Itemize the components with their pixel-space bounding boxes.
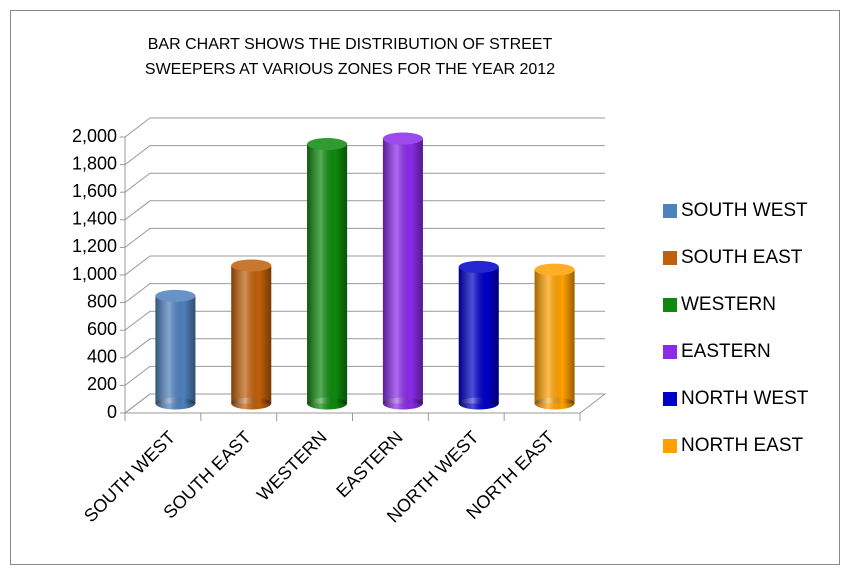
y-tick-label: 1,200 (72, 236, 117, 256)
y-tick-label: 1,800 (72, 153, 117, 173)
cylinder-top (458, 260, 499, 273)
cylinder-shade (155, 295, 196, 404)
legend-swatch (663, 251, 677, 265)
grid-line (124, 283, 605, 303)
y-tick-label: 1,400 (72, 209, 117, 229)
legend-label: NORTH WEST (681, 388, 809, 409)
cylinder-top (382, 132, 423, 145)
y-tick-label: 2,000 (72, 126, 117, 146)
grid-line (124, 393, 605, 414)
cylinder-shade (534, 269, 575, 404)
legend-label: NORTH EAST (681, 435, 804, 456)
grid-line (124, 117, 605, 138)
grid-line (124, 200, 605, 221)
cylinder (458, 260, 499, 410)
grid-line (124, 145, 605, 165)
cylinder-shade (458, 266, 499, 404)
cylinder-top (534, 263, 575, 276)
chart-border (10, 10, 840, 565)
y-tick-label: 600 (87, 319, 117, 339)
cylinder (231, 259, 272, 410)
cylinder-top (307, 138, 348, 151)
chart-title: BAR CHART SHOWS THE DISTRIBUTION OF STRE… (148, 36, 553, 53)
cylinder-top-shade (155, 289, 196, 302)
legend-label: WESTERN (681, 294, 776, 315)
y-tick-label: 400 (87, 347, 117, 367)
y-tick-label: 1,600 (72, 181, 117, 201)
legend-swatch (663, 345, 677, 359)
legend-swatch (663, 204, 677, 218)
cylinder-top (155, 289, 196, 302)
y-tick-label: 800 (87, 291, 117, 311)
legend-label: SOUTH EAST (681, 247, 803, 268)
legend-label: EASTERN (681, 341, 771, 362)
legend-swatch (663, 392, 677, 406)
grid-line (124, 227, 605, 248)
cylinder-top-shade (534, 263, 575, 276)
cylinder-top (231, 259, 272, 272)
grid-line (124, 310, 605, 331)
grid-line (124, 172, 605, 193)
y-tick-label: 0 (107, 402, 117, 422)
cylinder-shade (382, 138, 423, 404)
grid-line (124, 365, 605, 386)
grid-line (124, 255, 605, 276)
cylinder (534, 263, 575, 410)
y-tick-label: 1,000 (72, 264, 117, 284)
legend-label: SOUTH WEST (681, 200, 808, 221)
cylinder (307, 138, 348, 410)
cylinder (382, 132, 423, 410)
grid-line (124, 338, 605, 359)
cylinder-top-shade (231, 259, 272, 272)
cylinder-top-shade (458, 260, 499, 273)
cylinder-shade (307, 144, 348, 404)
legend-swatch (663, 439, 677, 453)
y-tick-label: 200 (87, 374, 117, 394)
cylinder-shade (231, 265, 272, 404)
cylinder-top-shade (382, 132, 423, 145)
cylinder-top-shade (307, 138, 348, 151)
cylinder (155, 289, 196, 410)
legend-swatch (663, 298, 677, 312)
chart-title: SWEEPERS AT VARIOUS ZONES FOR THE YEAR 2… (145, 61, 555, 78)
